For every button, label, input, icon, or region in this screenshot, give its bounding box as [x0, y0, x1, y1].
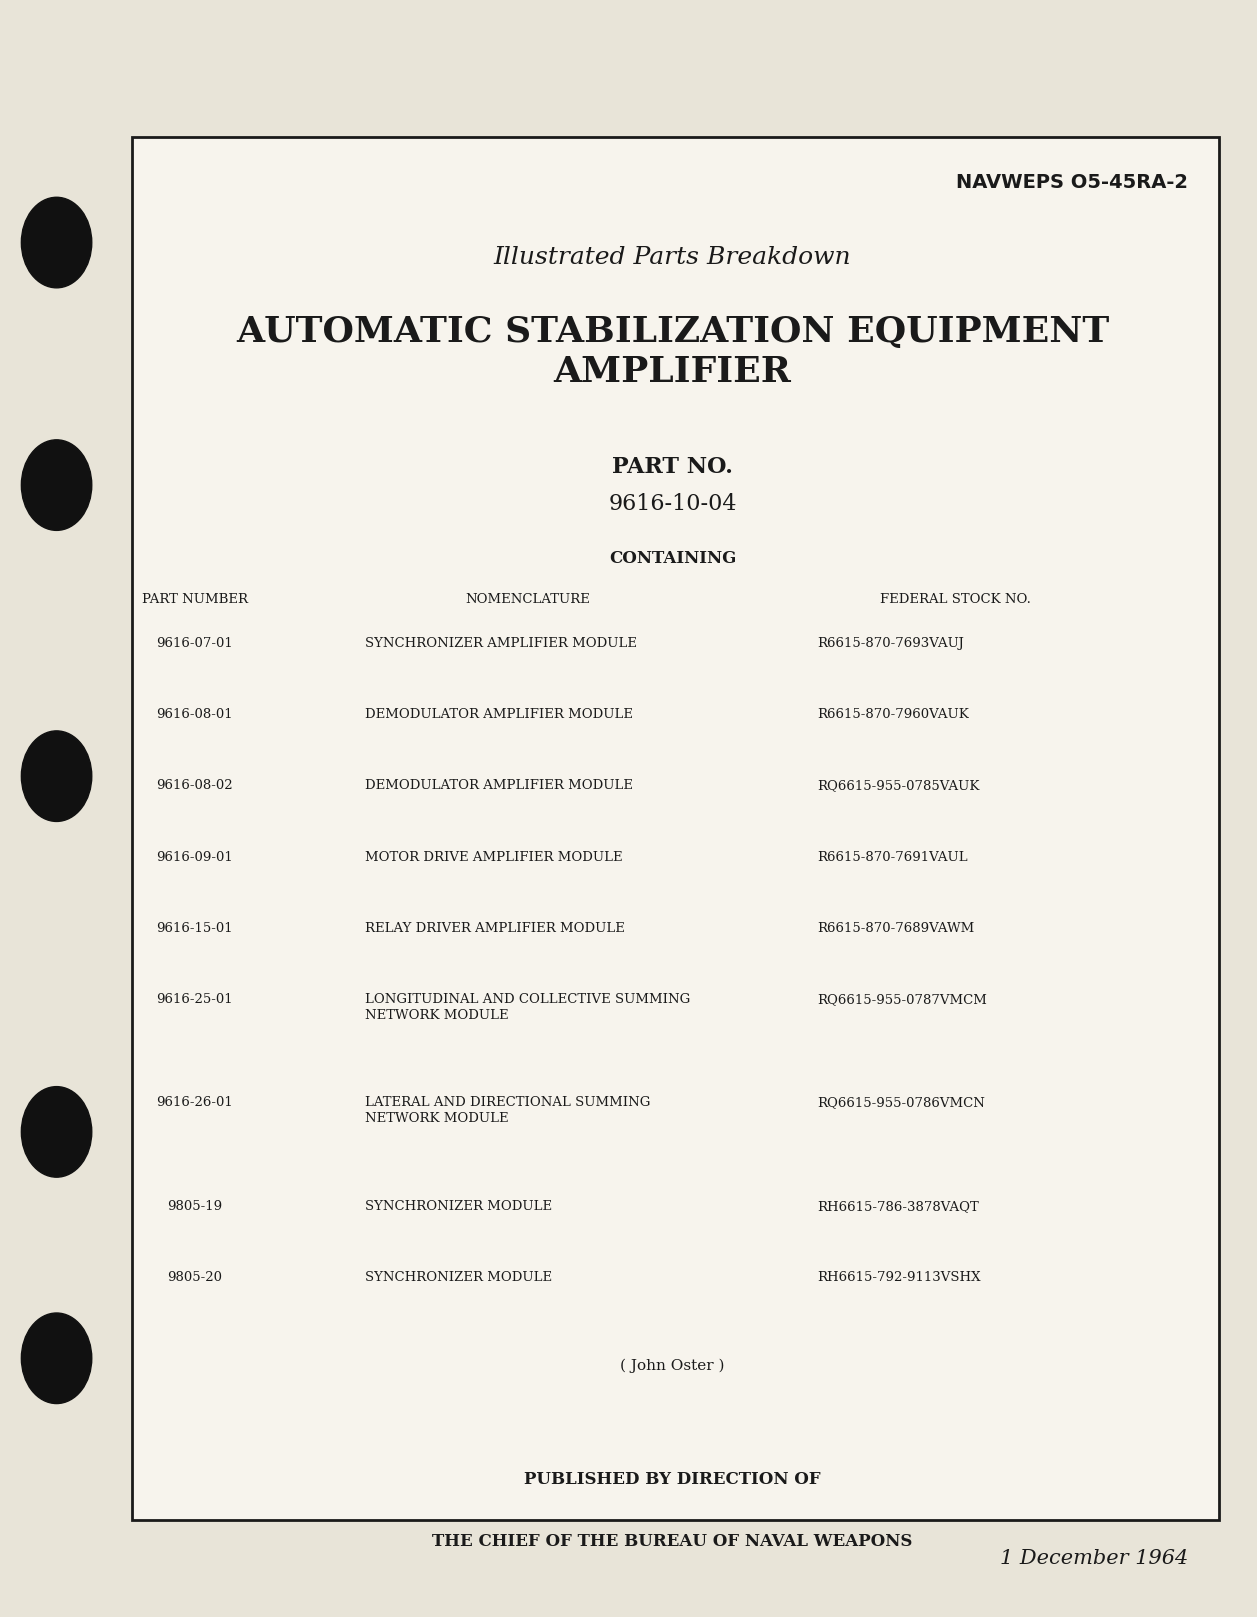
Text: SYNCHRONIZER MODULE: SYNCHRONIZER MODULE: [365, 1200, 552, 1213]
Text: NOMENCLATURE: NOMENCLATURE: [465, 593, 591, 606]
Text: DEMODULATOR AMPLIFIER MODULE: DEMODULATOR AMPLIFIER MODULE: [365, 779, 632, 792]
Text: RQ6615-955-0787VMCM: RQ6615-955-0787VMCM: [817, 993, 987, 1006]
Text: ( John Oster ): ( John Oster ): [620, 1358, 725, 1373]
Text: R6615-870-7960VAUK: R6615-870-7960VAUK: [817, 708, 969, 721]
Text: PART NO.: PART NO.: [612, 456, 733, 479]
Text: R6615-870-7689VAWM: R6615-870-7689VAWM: [817, 922, 974, 935]
Text: 9616-15-01: 9616-15-01: [157, 922, 233, 935]
Text: R6615-870-7693VAUJ: R6615-870-7693VAUJ: [817, 637, 964, 650]
Text: 9616-08-02: 9616-08-02: [157, 779, 233, 792]
Text: THE CHIEF OF THE BUREAU OF NAVAL WEAPONS: THE CHIEF OF THE BUREAU OF NAVAL WEAPONS: [432, 1533, 913, 1551]
Circle shape: [21, 731, 92, 821]
Text: LATERAL AND DIRECTIONAL SUMMING
NETWORK MODULE: LATERAL AND DIRECTIONAL SUMMING NETWORK …: [365, 1096, 650, 1125]
FancyBboxPatch shape: [132, 137, 1219, 1520]
Text: 9616-26-01: 9616-26-01: [156, 1096, 234, 1109]
Text: SYNCHRONIZER MODULE: SYNCHRONIZER MODULE: [365, 1271, 552, 1284]
Circle shape: [21, 1313, 92, 1404]
Text: RH6615-792-9113VSHX: RH6615-792-9113VSHX: [817, 1271, 980, 1284]
Text: AUTOMATIC STABILIZATION EQUIPMENT
AMPLIFIER: AUTOMATIC STABILIZATION EQUIPMENT AMPLIF…: [236, 315, 1109, 388]
Text: PART NUMBER: PART NUMBER: [142, 593, 248, 606]
Text: Illustrated Parts Breakdown: Illustrated Parts Breakdown: [494, 246, 851, 268]
Circle shape: [21, 440, 92, 530]
Text: 9616-07-01: 9616-07-01: [156, 637, 234, 650]
Text: 9805-20: 9805-20: [167, 1271, 222, 1284]
Text: RELAY DRIVER AMPLIFIER MODULE: RELAY DRIVER AMPLIFIER MODULE: [365, 922, 625, 935]
Circle shape: [21, 197, 92, 288]
Text: 9616-09-01: 9616-09-01: [156, 851, 234, 863]
Text: MOTOR DRIVE AMPLIFIER MODULE: MOTOR DRIVE AMPLIFIER MODULE: [365, 851, 622, 863]
Text: 9616-08-01: 9616-08-01: [157, 708, 233, 721]
Text: DEMODULATOR AMPLIFIER MODULE: DEMODULATOR AMPLIFIER MODULE: [365, 708, 632, 721]
Text: RQ6615-955-0786VMCN: RQ6615-955-0786VMCN: [817, 1096, 985, 1109]
Circle shape: [21, 1087, 92, 1177]
Text: 9616-25-01: 9616-25-01: [157, 993, 233, 1006]
Text: NAVWEPS O5-45RA-2: NAVWEPS O5-45RA-2: [955, 173, 1188, 192]
Text: 9616-10-04: 9616-10-04: [608, 493, 737, 516]
Text: FEDERAL STOCK NO.: FEDERAL STOCK NO.: [880, 593, 1031, 606]
Text: R6615-870-7691VAUL: R6615-870-7691VAUL: [817, 851, 968, 863]
Text: RH6615-786-3878VAQT: RH6615-786-3878VAQT: [817, 1200, 979, 1213]
Text: SYNCHRONIZER AMPLIFIER MODULE: SYNCHRONIZER AMPLIFIER MODULE: [365, 637, 636, 650]
Text: RQ6615-955-0785VAUK: RQ6615-955-0785VAUK: [817, 779, 979, 792]
Text: CONTAINING: CONTAINING: [608, 550, 737, 568]
Text: LONGITUDINAL AND COLLECTIVE SUMMING
NETWORK MODULE: LONGITUDINAL AND COLLECTIVE SUMMING NETW…: [365, 993, 690, 1022]
Text: 1 December 1964: 1 December 1964: [999, 1549, 1188, 1568]
Text: 9805-19: 9805-19: [167, 1200, 222, 1213]
Text: PUBLISHED BY DIRECTION OF: PUBLISHED BY DIRECTION OF: [524, 1471, 821, 1489]
